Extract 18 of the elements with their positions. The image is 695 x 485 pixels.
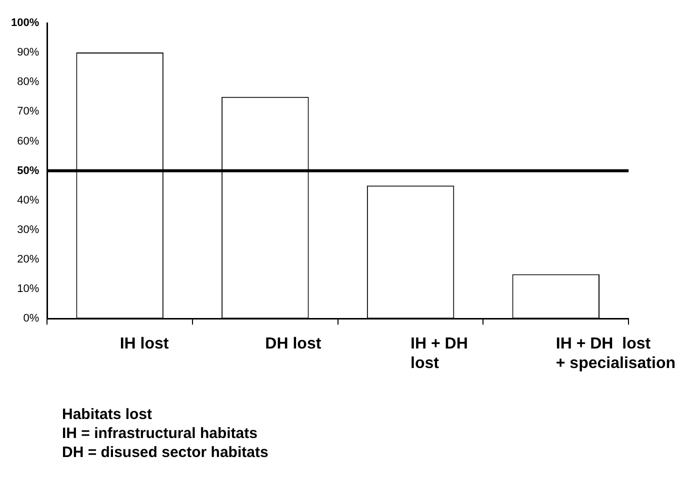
x-tick-label: IH + DH lost + specialisation (556, 336, 676, 372)
x-tick-label: IH lost (120, 336, 170, 353)
y-tick-label: 0% (23, 312, 40, 325)
text: IH = infrastructural habitats (62, 424, 258, 443)
y-tick-label: 100% (10, 17, 40, 30)
text: Habitats lost (62, 405, 154, 424)
x-tick-label: IH + DH lost (410, 336, 468, 372)
y-tick-label: 80% (17, 76, 40, 88)
text: DH = disused sector habitats (62, 443, 270, 462)
y-tick-label: 70% (17, 106, 40, 118)
x-tick-label: DH lost (265, 336, 322, 353)
y-tick-label: 30% (17, 224, 40, 236)
y-tick-label: 10% (17, 283, 40, 296)
y-tick-label: 90% (17, 46, 40, 59)
y-tick-label: 50% (17, 164, 40, 177)
y-tick-label: 40% (17, 194, 40, 206)
y-tick-label: 20% (17, 254, 40, 266)
y-tick-label: 60% (17, 135, 40, 148)
